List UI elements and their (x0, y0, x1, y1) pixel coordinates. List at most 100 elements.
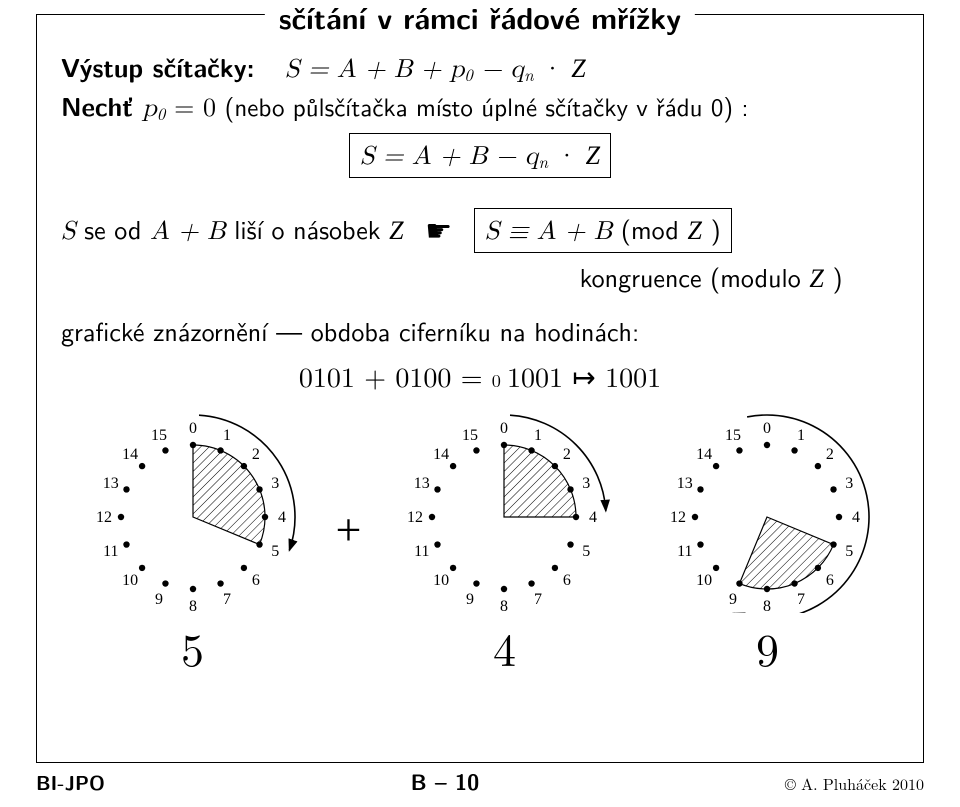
svg-text:1: 1 (535, 427, 543, 444)
bin-a: 0101 (299, 356, 355, 396)
let-line: Nechť p0 = 0 (nebo půlsčítačka místo úpl… (61, 88, 899, 127)
kong-text: kongruence (modulo (580, 258, 810, 296)
page-title: sčítání v rámci řádové mřížky (279, 0, 681, 38)
svg-text:4: 4 (589, 509, 597, 526)
svg-text:15: 15 (462, 427, 478, 444)
svg-text:8: 8 (500, 598, 508, 613)
boxed2-Z: Z (687, 216, 701, 245)
svg-text:2: 2 (563, 446, 571, 463)
svg-text:5: 5 (583, 543, 591, 560)
svg-text:14: 14 (434, 446, 450, 463)
svg-text:4: 4 (852, 509, 860, 526)
bin-plus: + (364, 356, 395, 396)
eq0: = 0 (174, 87, 225, 124)
svg-text:11: 11 (678, 543, 693, 560)
svg-text:10: 10 (122, 572, 138, 589)
svg-text:11: 11 (415, 543, 430, 560)
svg-text:9: 9 (154, 592, 162, 609)
svg-text:3: 3 (271, 475, 279, 492)
boxed-eq-2: S ≡ A + B (mod Z ) (474, 208, 732, 253)
svg-text:14: 14 (697, 446, 713, 463)
svg-text:10: 10 (434, 572, 450, 589)
svg-text:3: 3 (583, 475, 591, 492)
bin-carry-sub: 0 (492, 367, 507, 393)
svg-text:2: 2 (826, 446, 834, 463)
kong-Z: Z (809, 264, 823, 293)
svg-text:13: 13 (414, 475, 430, 492)
svg-text:7: 7 (535, 592, 543, 609)
output-eq-sub: 0 (464, 62, 473, 86)
boxed1-sub: n (539, 149, 549, 173)
svg-text:0: 0 (763, 420, 771, 437)
output-label: Výstup sčítačky: (61, 48, 255, 85)
svg-text:6: 6 (251, 572, 259, 589)
svg-text:5: 5 (846, 543, 854, 560)
svg-text:1: 1 (223, 427, 231, 444)
boxed2-b: (mod (621, 210, 688, 248)
output-eq-1: S = A + B + p (285, 57, 464, 83)
boxed1-a: S = A + B − q (360, 144, 539, 170)
dial-3-label: 9 (647, 617, 887, 679)
svg-text:12: 12 (96, 509, 112, 526)
pointer-icon: ☛ (425, 207, 452, 250)
svg-text:0: 0 (500, 420, 508, 437)
paren-text: (nebo půlsčítačka místo úplné sčítačky v… (225, 87, 749, 124)
dial-plus: + (336, 499, 362, 561)
footer-mid: B – 10 (411, 765, 480, 797)
boxed1-Z: Z (586, 141, 600, 170)
slide-body: Výstup sčítačky: S = A + B + p0 − qn · Z… (61, 49, 899, 679)
bin-res: 1001 (507, 356, 563, 396)
svg-text:6: 6 (563, 572, 571, 589)
svg-text:3: 3 (846, 475, 854, 492)
title-wrap: sčítání v rámci řádové mřížky (265, 0, 695, 38)
svg-text:7: 7 (798, 592, 806, 609)
svg-text:7: 7 (223, 592, 231, 609)
svg-text:8: 8 (189, 598, 197, 613)
diff-b: se od (84, 210, 150, 248)
svg-text:10: 10 (697, 572, 713, 589)
svg-text:15: 15 (725, 427, 741, 444)
bin-map: ↦ (572, 356, 605, 396)
bin-final: 1001 (605, 356, 661, 396)
dial-2: 0123456789101112131415 (384, 413, 624, 613)
output-eq-dot: · (534, 48, 572, 85)
svg-text:13: 13 (677, 475, 693, 492)
svg-text:6: 6 (826, 572, 834, 589)
diff-d: liší o násobek (234, 210, 389, 248)
let-label: Nechť (61, 87, 142, 124)
output-eq-Z: Z (571, 54, 585, 83)
footer: BI-JPO B – 10 © A. Pluháček 2010 (36, 765, 924, 797)
graf-line: grafické znázornění — obdoba ciferníku n… (61, 314, 899, 349)
boxed-1-wrap: S = A + B − qn · Z (61, 127, 899, 184)
svg-text:8: 8 (763, 598, 771, 613)
kong-tail: ) (824, 258, 843, 296)
svg-text:2: 2 (251, 446, 259, 463)
svg-text:1: 1 (798, 427, 806, 444)
output-line: Výstup sčítačky: S = A + B + p0 − qn · Z (61, 49, 899, 88)
svg-text:14: 14 (122, 446, 138, 463)
boxed2-c: ) (702, 210, 721, 248)
diff-a: S (61, 219, 75, 245)
p0-sub: 0 (157, 101, 166, 125)
svg-text:0: 0 (189, 420, 197, 437)
output-eq-sub2: n (524, 62, 534, 86)
dial-2-label: 4 (384, 617, 624, 679)
dial-1: 0123456789101112131415 (73, 413, 313, 613)
dial-3-block: 0123456789101112131415 9 (647, 413, 887, 679)
svg-text:11: 11 (103, 543, 118, 560)
binary-line: 0101 + 0100 = 0 1001 ↦ 1001 (61, 358, 899, 396)
boxed-eq-1: S = A + B − qn · Z (349, 133, 611, 178)
svg-text:9: 9 (466, 592, 474, 609)
dial-2-block: 0123456789101112131415 4 (384, 413, 624, 679)
boxed2-a: S ≡ A + B (485, 219, 612, 245)
dials-row: 0123456789101112131415 5 + 0123456789101… (61, 413, 899, 679)
diff-Z: Z (389, 216, 403, 245)
bin-eq: = (461, 356, 492, 396)
svg-text:4: 4 (278, 509, 286, 526)
dial-1-label: 5 (73, 617, 313, 679)
dial-3: 0123456789101112131415 (647, 413, 887, 613)
svg-text:15: 15 (150, 427, 166, 444)
svg-text:12: 12 (407, 509, 423, 526)
p0: p (142, 96, 156, 122)
svg-text:12: 12 (670, 509, 686, 526)
